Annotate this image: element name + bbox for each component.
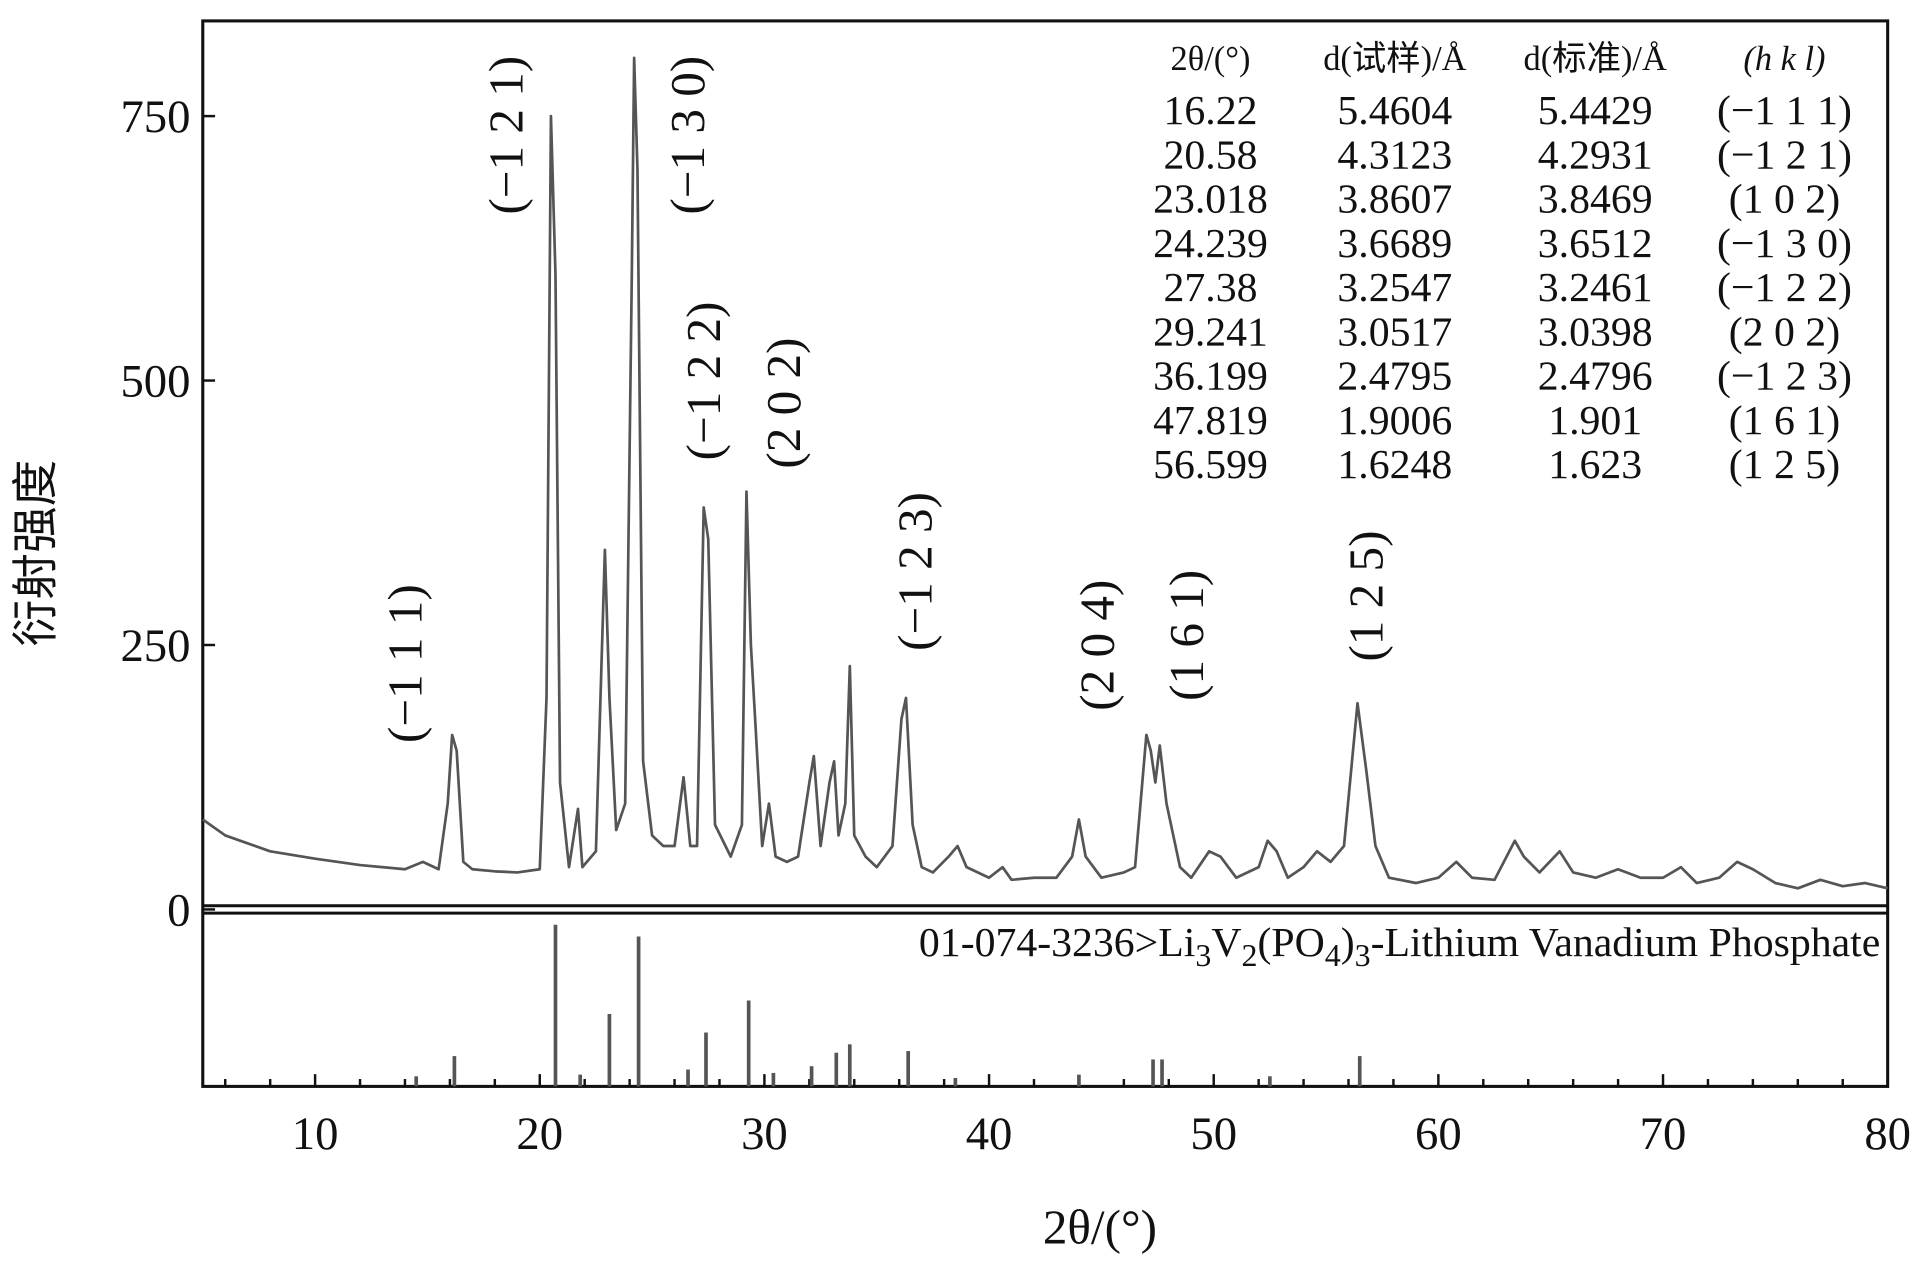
table-cell: (2 0 2)	[1729, 309, 1840, 355]
x-tick-label: 70	[1640, 1108, 1687, 1160]
table-cell: (−1 2 2)	[1717, 265, 1852, 311]
peak-annotation: (−1 2 1)	[478, 56, 533, 215]
table-cell: 3.8469	[1538, 177, 1653, 223]
table-cell: 27.38	[1164, 265, 1258, 311]
reference-label-part: 3	[1195, 938, 1211, 973]
reference-label-part: 3	[1355, 938, 1371, 973]
table-cell: 1.623	[1548, 442, 1642, 488]
table-cell: (1 0 2)	[1729, 177, 1840, 223]
table-cell: 1.9006	[1337, 398, 1452, 444]
x-tick-label: 20	[516, 1108, 563, 1160]
peak-annotation: (1 2 5)	[1339, 531, 1394, 662]
reference-label-part: 2	[1242, 938, 1258, 973]
table-cell: 3.6689	[1337, 221, 1452, 267]
table-header: 2θ/(°)	[1171, 40, 1251, 78]
x-tick-label: 30	[741, 1108, 788, 1160]
table-cell: 47.819	[1153, 398, 1268, 444]
peak-annotation: (−1 2 3)	[888, 492, 943, 651]
table-cell: 56.599	[1153, 442, 1268, 488]
y-tick-label: 750	[120, 91, 190, 143]
table-cell: 3.8607	[1337, 177, 1452, 223]
table-cell: 3.0398	[1538, 309, 1653, 355]
x-tick-label: 40	[966, 1108, 1013, 1160]
xrd-pattern	[201, 56, 1888, 890]
x-tick-label: 80	[1864, 1108, 1911, 1160]
table-cell: 5.4604	[1337, 88, 1452, 134]
table-cell: 23.018	[1153, 177, 1268, 223]
table-cell: 1.901	[1548, 398, 1642, 444]
peak-annotation: (2 0 2)	[756, 338, 811, 469]
y-axis-label: 衍射强度	[11, 460, 63, 647]
table-cell: 5.4429	[1538, 88, 1653, 134]
table-cell: 24.239	[1153, 221, 1268, 267]
x-tick-label: 50	[1190, 1108, 1237, 1160]
table-cell: 3.0517	[1337, 309, 1452, 355]
x-tick-label: 10	[292, 1108, 339, 1160]
table-cell: (1 2 5)	[1729, 442, 1840, 488]
peak-annotation: (−1 1 1)	[378, 584, 433, 743]
reference-label-part: 4	[1325, 938, 1341, 973]
x-tick-label: 60	[1415, 1108, 1462, 1160]
reference-label-part: V	[1211, 920, 1241, 966]
table-cell: 36.199	[1153, 354, 1268, 400]
table-cell: (−1 2 1)	[1717, 132, 1852, 178]
table-cell: 3.2461	[1538, 265, 1653, 311]
y-tick-label: 0	[167, 884, 190, 936]
table-cell: 3.6512	[1538, 221, 1653, 267]
table-cell: (−1 1 1)	[1717, 88, 1852, 134]
plot-frame	[201, 19, 1890, 1088]
table-cell: (1 6 1)	[1729, 398, 1840, 444]
table-cell: 29.241	[1153, 309, 1268, 355]
table-cell: 20.58	[1164, 132, 1258, 178]
reference-label-part: 01-074-3236>Li	[919, 920, 1195, 966]
table-cell: 16.22	[1164, 88, 1258, 134]
reference-label-part: -Lithium Vanadium Phosphate	[1371, 920, 1881, 966]
table-cell: 2.4795	[1337, 354, 1452, 400]
peak-annotation: (1 6 1)	[1159, 570, 1214, 701]
table-cell: 4.3123	[1337, 132, 1452, 178]
x-axis-label: 2θ/(°)	[1043, 1200, 1157, 1255]
reference-label: 01-074-3236>Li3V2(PO4)3-Lithium Vanadium…	[919, 920, 1880, 973]
y-tick-label: 500	[120, 356, 190, 408]
table-header: (h k l)	[1743, 40, 1825, 78]
table-header: d(试样)/Å	[1323, 40, 1466, 78]
y-tick-label: 250	[120, 620, 190, 672]
peak-annotation: (−1 2 2)	[676, 302, 731, 461]
peak-annotation: (−1 3 0)	[660, 56, 715, 215]
table-header: d(标准)/Å	[1524, 40, 1667, 78]
table-cell: 1.6248	[1337, 442, 1452, 488]
peak-annotation: (2 0 4)	[1069, 580, 1124, 711]
table-cell: 3.2547	[1337, 265, 1452, 311]
reference-label-part: (PO	[1257, 920, 1324, 966]
table-cell: (−1 2 3)	[1717, 354, 1852, 400]
table-cell: 4.2931	[1538, 132, 1653, 178]
reference-label-part: )	[1341, 920, 1355, 966]
table-cell: (−1 3 0)	[1717, 221, 1852, 267]
table-cell: 2.4796	[1538, 354, 1653, 400]
